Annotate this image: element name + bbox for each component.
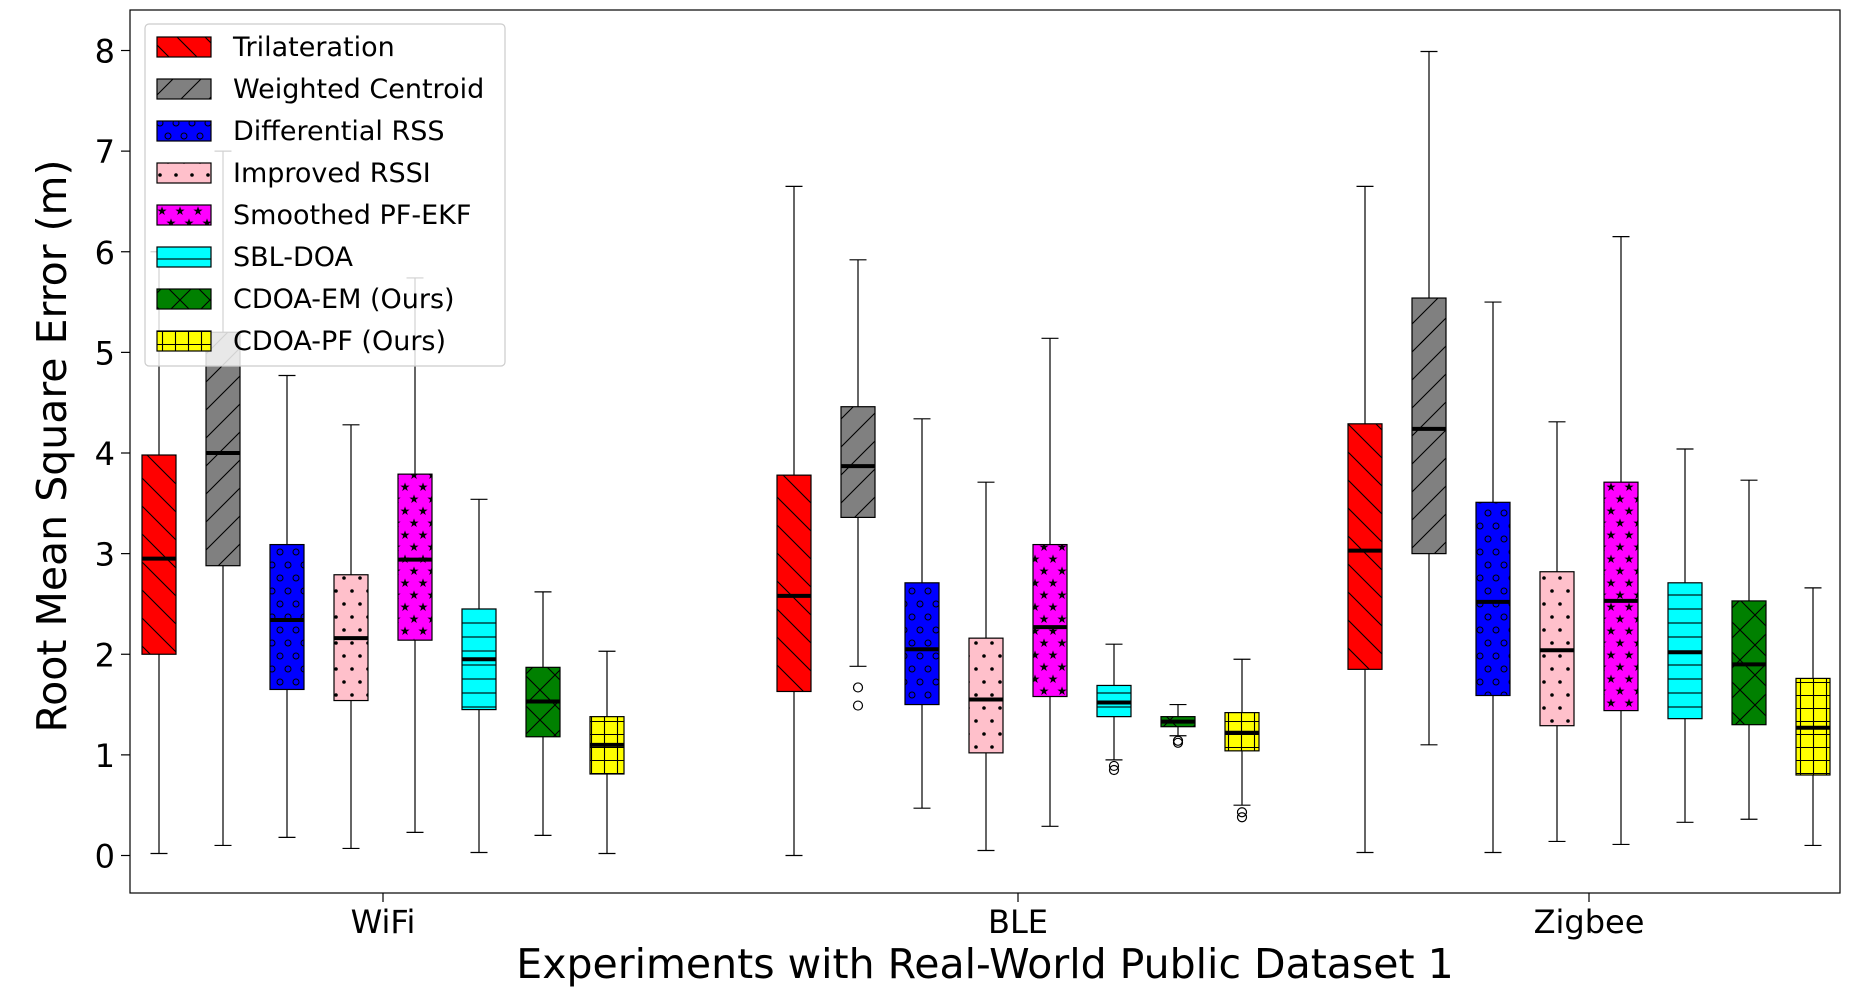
box-hatch — [205, 331, 241, 567]
legend-label: Trilateration — [232, 32, 395, 63]
legend-label: CDOA-PF (Ours) — [233, 326, 446, 357]
box-hatch — [1032, 543, 1068, 698]
box-trilateration-zigbee — [1347, 185, 1383, 854]
legend-label: Smoothed PF-EKF — [233, 200, 471, 231]
legend-item-weighted-centroid: Weighted Centroid — [156, 74, 484, 105]
y-tick-label: 1 — [95, 737, 115, 775]
box-smoothed-pf-ekf-zigbee — [1603, 236, 1639, 846]
box-differential-rss-wifi — [269, 374, 305, 838]
y-axis-title: Root Mean Square Error (m) — [28, 160, 76, 733]
legend-item-sbl-doa: SBL-DOA — [156, 242, 354, 273]
legend-label: CDOA-EM (Ours) — [233, 284, 455, 315]
box-sbl-doa-ble — [1096, 643, 1132, 776]
y-tick-label: 8 — [95, 33, 115, 71]
box-improved-rssi-ble — [968, 481, 1004, 852]
box-cdoa-em-ours-wifi — [525, 591, 561, 836]
box-trilateration-ble — [776, 185, 812, 857]
outlier-point — [852, 682, 864, 693]
y-tick-label: 4 — [95, 435, 115, 473]
y-tick-label: 0 — [95, 838, 115, 876]
box-hatch — [1347, 423, 1383, 670]
box-improved-rssi-wifi — [333, 424, 369, 850]
legend-swatch — [156, 36, 212, 58]
box-cdoa-em-ours-zigbee — [1731, 479, 1767, 820]
box-hatch — [397, 473, 433, 641]
box-hatch — [840, 406, 876, 518]
x-tick-label-ble: BLE — [988, 903, 1048, 941]
plot-area-frame — [129, 9, 1841, 894]
outlier-point — [1172, 737, 1184, 748]
box-sbl-doa-zigbee — [1667, 448, 1703, 823]
box-weighted-centroid-wifi — [205, 150, 241, 847]
outlier-point — [1108, 764, 1120, 776]
box-hatch — [968, 637, 1004, 754]
box-weighted-centroid-ble — [840, 259, 876, 711]
legend-label: Improved RSSI — [233, 158, 431, 189]
legend-swatch — [156, 330, 212, 352]
legend-item-smoothed-pf-ekf: Smoothed PF-EKF — [156, 200, 471, 231]
box-trilateration-wifi — [141, 251, 177, 855]
legend-swatch — [156, 162, 212, 184]
box-improved-rssi-zigbee — [1539, 421, 1575, 843]
legend-swatch — [156, 288, 212, 310]
y-tick-label: 3 — [95, 536, 115, 574]
box-cdoa-pf-ours-zigbee — [1795, 587, 1831, 847]
legend-swatch — [156, 78, 212, 100]
box-differential-rss-ble — [904, 418, 940, 809]
legend-label: Weighted Centroid — [233, 74, 484, 105]
box-hatch — [776, 474, 812, 693]
legend-label: SBL-DOA — [233, 242, 354, 273]
box-hatch — [1603, 481, 1639, 712]
legend-frame — [144, 23, 506, 367]
box-smoothed-pf-ekf-ble — [1032, 337, 1068, 827]
box-weighted-centroid-zigbee — [1411, 50, 1447, 746]
x-tick-label-zigbee: Zigbee — [1534, 903, 1645, 941]
outlier-point — [1108, 760, 1120, 772]
box-differential-rss-zigbee — [1475, 301, 1511, 854]
legend-item-cdoa-pf-ours: CDOA-PF (Ours) — [156, 326, 446, 357]
box-hatch — [904, 582, 940, 706]
box-hatch — [1411, 297, 1447, 555]
box-cdoa-em-ours-ble — [1160, 703, 1196, 748]
legend: Trilateration Weighted Centroid Differenti… — [144, 23, 506, 367]
y-tick-label: 5 — [95, 334, 115, 372]
y-tick-label: 7 — [95, 133, 115, 171]
y-tick-label: 6 — [95, 234, 115, 272]
y-tick-label: 2 — [95, 636, 115, 674]
legend-swatch — [156, 204, 212, 226]
legend-item-improved-rssi: Improved RSSI — [156, 158, 431, 189]
box-smoothed-pf-ekf-wifi — [397, 277, 433, 833]
outlier-point — [1236, 807, 1248, 818]
box-cdoa-pf-ours-wifi — [589, 650, 625, 855]
legend-swatch — [156, 120, 212, 142]
box-hatch — [141, 454, 177, 655]
box-sbl-doa-wifi — [461, 498, 497, 854]
outlier-point — [1172, 735, 1184, 746]
box-cdoa-pf-ours-ble — [1224, 658, 1260, 823]
box-hatch — [1475, 501, 1511, 697]
legend-item-trilateration: Trilateration — [156, 32, 395, 63]
x-axis-title: Experiments with Real-World Public Datas… — [516, 940, 1453, 988]
box-hatch — [269, 543, 305, 691]
legend-item-differential-rss: Differential RSS — [156, 116, 445, 147]
x-tick-label-wifi: WiFi — [351, 903, 416, 941]
legend-swatch — [156, 246, 212, 268]
outlier-point — [1236, 812, 1248, 823]
legend-item-cdoa-em-ours: CDOA-EM (Ours) — [156, 284, 455, 315]
outlier-point — [852, 700, 864, 711]
legend-label: Differential RSS — [233, 116, 445, 147]
